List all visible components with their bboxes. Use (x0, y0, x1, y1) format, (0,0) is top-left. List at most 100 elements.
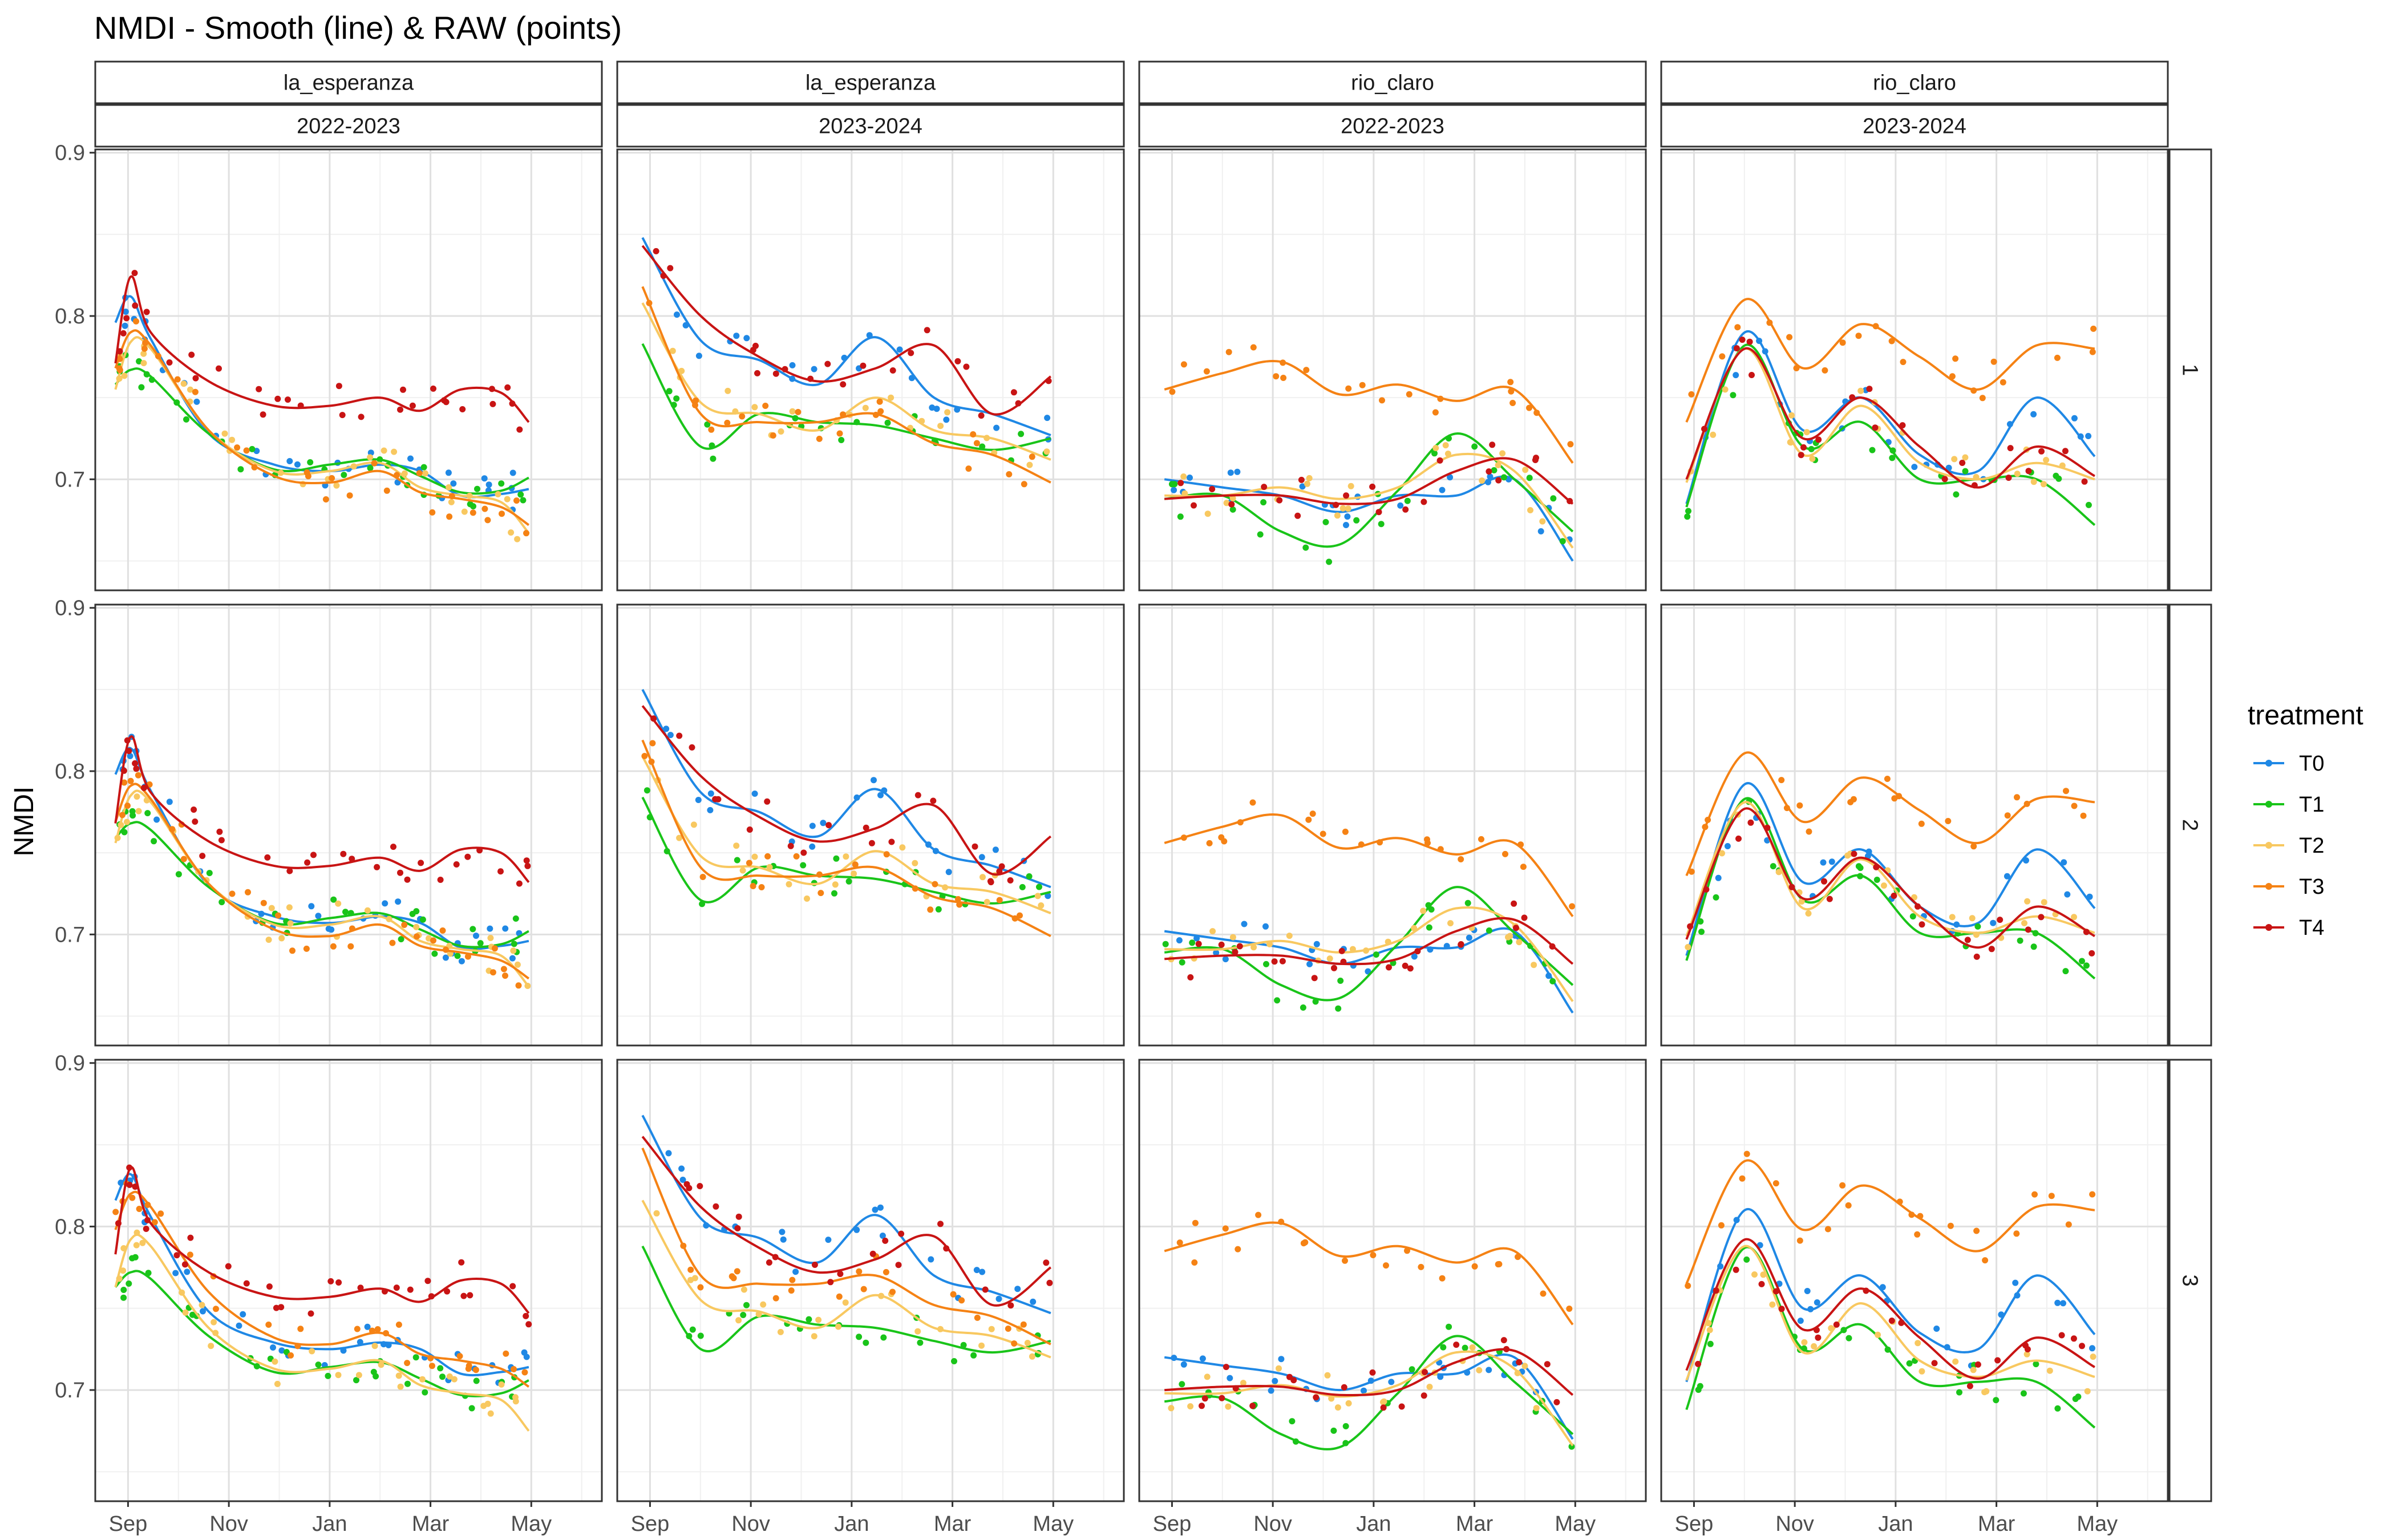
raw-point (1342, 1257, 1348, 1264)
raw-point (2040, 481, 2047, 488)
raw-point (2020, 1390, 2027, 1397)
raw-point (437, 877, 444, 883)
raw-point (958, 1297, 965, 1304)
smooth-line-T3 (641, 739, 1051, 938)
raw-point (303, 945, 310, 952)
x-tick-label: Sep (1153, 1512, 1192, 1536)
raw-point (1311, 975, 1318, 982)
raw-point (487, 1410, 494, 1417)
raw-point (1420, 1392, 1427, 1399)
raw-point (395, 1372, 402, 1379)
raw-point (1806, 828, 1812, 835)
smooth-line-T2 (641, 1199, 1051, 1359)
raw-point (511, 941, 517, 947)
raw-point (1227, 1375, 1233, 1381)
raw-points-T4 (650, 715, 1014, 886)
raw-point (199, 1302, 205, 1308)
raw-point (189, 1311, 196, 1318)
raw-point (697, 1284, 704, 1291)
raw-point (129, 812, 136, 819)
raw-point (1822, 367, 1828, 374)
raw-point (1180, 1361, 1187, 1368)
raw-point (1026, 461, 1033, 468)
raw-point (504, 384, 511, 391)
raw-point (453, 861, 460, 868)
raw-point (1772, 1180, 1779, 1187)
x-tick-label: Sep (1675, 1512, 1714, 1536)
raw-point (676, 732, 683, 739)
raw-points-T4 (1687, 819, 2095, 960)
raw-point (1045, 893, 1051, 899)
smooth-line-T4 (1685, 1238, 2095, 1380)
x-tick-label: Mar (412, 1512, 450, 1536)
raw-point (1851, 850, 1857, 857)
raw-point (2061, 859, 2067, 866)
raw-point (367, 454, 374, 461)
raw-point (472, 1367, 479, 1373)
raw-point (1507, 933, 1513, 939)
strip-row-2 (2168, 603, 2212, 1047)
raw-point (1369, 1369, 1376, 1376)
raw-point (2025, 468, 2032, 475)
raw-point (1733, 372, 1739, 379)
raw-point (899, 844, 906, 851)
raw-point (2023, 1351, 2030, 1357)
raw-point (141, 345, 148, 352)
raw-point (335, 1372, 342, 1379)
raw-point (514, 961, 521, 968)
raw-point (1169, 388, 1176, 395)
raw-point (1168, 1405, 1175, 1412)
raw-point (1866, 386, 1873, 392)
raw-point (180, 380, 187, 387)
raw-point (863, 824, 869, 831)
x-tick-label: Jan (312, 1512, 347, 1536)
raw-point (1330, 1427, 1337, 1434)
panel-2-0 (1138, 148, 1647, 591)
legend: treatment T0 T1 T2 T3 T4 (2248, 700, 2363, 940)
strip-row-label: 3 (2178, 1274, 2202, 1286)
raw-point (2043, 457, 2050, 463)
raw-point (2090, 1353, 2096, 1360)
raw-point (1990, 919, 1997, 926)
raw-point (353, 1377, 359, 1384)
raw-point (1024, 1340, 1031, 1346)
raw-point (2064, 891, 2071, 898)
raw-point (1177, 480, 1184, 487)
raw-point (2065, 1221, 2072, 1228)
raw-point (927, 906, 934, 913)
raw-point (273, 1304, 280, 1311)
raw-point (772, 370, 779, 377)
raw-point (764, 853, 771, 860)
raw-point (2048, 1193, 2055, 1199)
raw-point (766, 1259, 772, 1266)
raw-point (1306, 961, 1313, 967)
raw-point (1798, 898, 1805, 905)
raw-point (1507, 379, 1514, 386)
raw-point (136, 1206, 143, 1212)
smooth-line-T2 (114, 789, 530, 988)
raw-point (695, 352, 702, 359)
smooth-line-T1 (1685, 1246, 2096, 1429)
raw-point (996, 897, 1003, 903)
raw-point (914, 1328, 921, 1335)
raw-point (733, 842, 740, 849)
raw-point (2007, 445, 2014, 452)
raw-point (1520, 864, 1527, 870)
strip-row-1 (2168, 148, 2212, 591)
raw-point (789, 1276, 796, 1283)
raw-point (2054, 354, 2061, 361)
raw-point (679, 1177, 686, 1183)
raw-point (1418, 1263, 1424, 1270)
raw-point (1500, 474, 1507, 481)
raw-point (1531, 962, 1537, 968)
raw-point (1914, 1231, 1921, 1238)
raw-point (860, 1286, 867, 1292)
raw-point (880, 1334, 887, 1341)
raw-point (200, 1308, 206, 1315)
raw-point (1500, 1337, 1507, 1344)
raw-point (2005, 475, 2012, 481)
raw-point (1710, 431, 1717, 438)
raw-point (1232, 949, 1239, 955)
raw-point (151, 838, 157, 845)
strip-season-label: 2023-2024 (819, 115, 922, 139)
